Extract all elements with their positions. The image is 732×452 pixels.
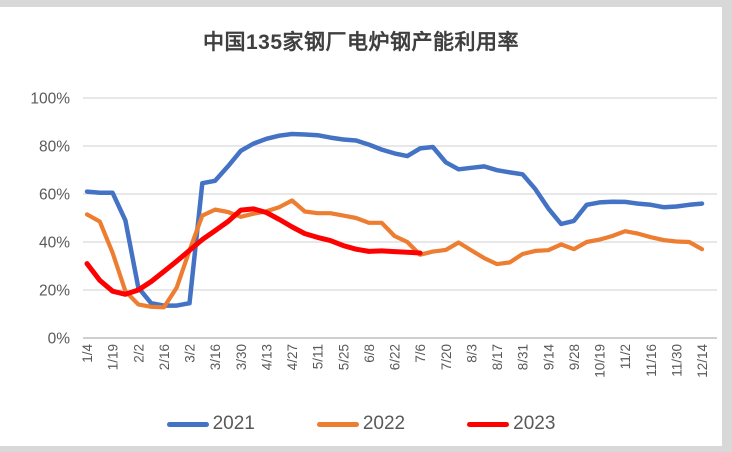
y-axis-labels: 0% 20% 40% 60% 80% 100% xyxy=(30,91,70,348)
x-tick-label: 2/2 xyxy=(131,344,146,363)
x-tick-label: 7/20 xyxy=(439,344,454,370)
x-tick-label: 1/4 xyxy=(80,344,95,363)
gridlines xyxy=(83,97,717,339)
y-tick-label: 20% xyxy=(39,283,70,300)
x-tick-label: 4/27 xyxy=(285,344,300,370)
y-tick-label: 0% xyxy=(48,331,71,348)
legend-label-2023: 2023 xyxy=(513,413,556,434)
legend-marker-2021-icon xyxy=(166,421,209,427)
x-tick-label: 11/16 xyxy=(644,344,659,377)
legend-item-2021: 2021 xyxy=(166,413,255,435)
x-tick-label: 3/2 xyxy=(183,344,198,363)
legend-item-2023: 2023 xyxy=(467,413,555,435)
x-tick-label: 8/17 xyxy=(490,344,505,370)
series-line-2023 xyxy=(84,206,423,297)
chart-legend: 2021 2022 2023 xyxy=(0,413,722,435)
x-tick-label: 5/11 xyxy=(311,344,326,369)
chart-title: 中国135家钢厂电炉钢产能利用率 xyxy=(202,31,520,54)
x-tick-label: 3/16 xyxy=(208,344,223,370)
x-tick-label: 12/14 xyxy=(695,344,710,378)
x-tick-label: 5/25 xyxy=(336,344,351,370)
x-tick-label: 6/8 xyxy=(362,344,377,363)
x-tick-label: 3/30 xyxy=(234,344,249,370)
legend-marker-2023-icon xyxy=(467,421,510,427)
series-line-2021 xyxy=(84,131,705,308)
x-tick-label: 11/2 xyxy=(618,344,633,369)
chart-canvas xyxy=(0,7,722,446)
x-tick-label: 9/14 xyxy=(541,344,556,371)
x-tick-label: 8/3 xyxy=(464,344,479,363)
x-axis-labels: 1/4 1/19 2/2 2/16 3/2 3/16 3/30 4/13 4/27 5/11 5/2… xyxy=(80,344,710,378)
y-tick-label: 80% xyxy=(39,139,70,156)
x-tick-label: 11/30 xyxy=(669,344,684,377)
x-tick-label: 1/19 xyxy=(106,344,121,370)
x-tick-label: 4/13 xyxy=(259,344,274,370)
x-tick-label: 10/19 xyxy=(593,344,608,378)
y-tick-label: 40% xyxy=(39,235,70,252)
x-tick-label: 8/31 xyxy=(516,344,531,370)
legend-item-2022: 2022 xyxy=(316,413,406,435)
x-tick-label: 2/16 xyxy=(157,344,172,370)
series-lines xyxy=(84,131,705,310)
y-tick-label: 60% xyxy=(39,187,70,204)
legend-label-2022: 2022 xyxy=(362,413,406,434)
legend-marker-2022-icon xyxy=(316,421,359,427)
x-tick-label: 6/22 xyxy=(388,344,403,370)
x-tick-label: 7/6 xyxy=(413,344,428,363)
x-tick-label: 9/28 xyxy=(567,344,582,370)
legend-label-2021: 2021 xyxy=(212,413,255,434)
y-tick-label: 100% xyxy=(30,91,70,108)
